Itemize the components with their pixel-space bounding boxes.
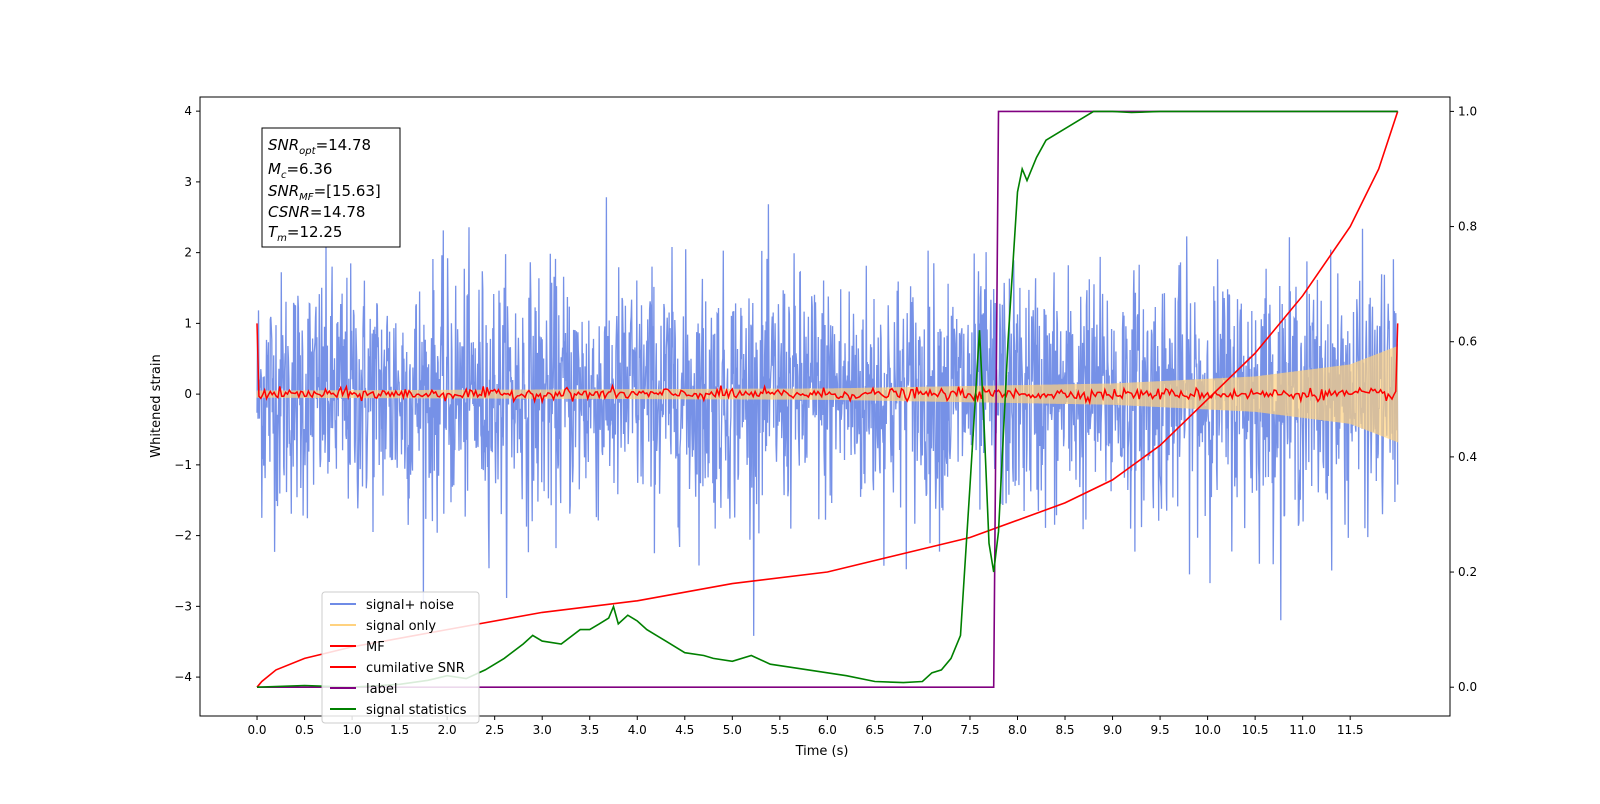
y-axis-label: Whitened strain [149, 354, 164, 457]
legend-label-signal-statistics: signal statistics [366, 703, 467, 718]
x-tick-label: 3.0 [533, 723, 552, 737]
y-right-tick-label: 1.0 [1458, 104, 1477, 118]
x-tick-label: 3.5 [580, 723, 599, 737]
info-csnr: CSNR=14.78 [268, 203, 365, 221]
x-tick-label: 0.5 [295, 723, 314, 737]
x-axis: 0.0 0.5 1.0 1.5 2.0 2.5 3.0 3.5 4.0 4.5 5.0 5.5 6.0 6… [247, 716, 1364, 737]
x-tick-label: 10.0 [1194, 723, 1221, 737]
x-axis-label: Time (s) [795, 744, 849, 759]
axes-frame [199, 96, 1451, 717]
x-tick-label: 1.0 [343, 723, 362, 737]
info-tm: Tm=12.25 [268, 223, 342, 244]
x-tick-label: 2.0 [438, 723, 457, 737]
x-tick-label: 4.5 [675, 723, 694, 737]
y-left-tick-label: 0 [184, 387, 192, 401]
info-snr-opt: SNRopt=14.78 [268, 136, 371, 157]
x-tick-label: 9.0 [1103, 723, 1122, 737]
x-tick-label: 7.5 [960, 723, 979, 737]
y-left-tick-label: −1 [174, 458, 192, 472]
x-tick-label: 11.0 [1289, 723, 1316, 737]
x-tick-label: 10.5 [1242, 723, 1269, 737]
x-tick-label: 5.0 [723, 723, 742, 737]
legend-entries: signal+ noise signal only MF cumilative SNR… [330, 598, 467, 718]
y-right-tick-label: 0.4 [1458, 450, 1477, 464]
y-right-tick-label: 0.2 [1458, 565, 1477, 579]
legend-label-mf: MF [366, 640, 385, 655]
y-left-axis: 4 3 2 1 0 −1 −2 −3 −4 [174, 104, 200, 684]
y-right-tick-label: 0.0 [1458, 680, 1477, 694]
info-snr-mf: SNRMF=[15.63] [268, 182, 381, 203]
series-line-signal-noise [256, 197, 1399, 636]
y-left-tick-label: −3 [174, 599, 192, 613]
legend: signal+ noise signal only MF cumilative SNR… [321, 591, 480, 724]
x-tick-label: 8.0 [1008, 723, 1027, 737]
legend-label-label: label [366, 682, 397, 697]
legend-label-signal-only: signal only [366, 619, 436, 634]
y-left-tick-label: 1 [184, 316, 192, 330]
x-tick-label: 8.5 [1055, 723, 1074, 737]
y-left-tick-label: 3 [184, 175, 192, 189]
info-mc: Mc=6.36 [268, 160, 332, 181]
y-left-tick-label: −4 [174, 670, 192, 684]
x-tick-label: 4.0 [628, 723, 647, 737]
x-tick-label: 11.5 [1337, 723, 1364, 737]
x-tick-label: 2.5 [485, 723, 504, 737]
y-left-tick-label: −2 [174, 529, 192, 543]
x-tick-label: 6.0 [818, 723, 837, 737]
y-right-axis: 1.0 0.8 0.6 0.4 0.2 0.0 [1450, 104, 1477, 694]
y-right-tick-label: 0.6 [1458, 335, 1477, 349]
x-tick-label: 6.5 [865, 723, 884, 737]
y-left-tick-label: 2 [184, 246, 192, 260]
y-right-tick-label: 0.8 [1458, 220, 1477, 234]
y-left-tick-label: 4 [184, 104, 192, 118]
x-tick-label: 1.5 [390, 723, 409, 737]
x-tick-label: 9.5 [1151, 723, 1170, 737]
legend-label-signal-noise: signal+ noise [366, 598, 454, 613]
info-box: SNRopt=14.78 Mc=6.36 SNRMF=[15.63] CSNR=… [261, 127, 401, 248]
x-tick-label: 7.0 [913, 723, 932, 737]
series-line-signal-only [256, 346, 1399, 443]
series-line-mf [256, 323, 1399, 406]
series-line-signal-statistics [256, 110, 1398, 689]
x-tick-label: 5.5 [770, 723, 789, 737]
x-tick-label: 0.0 [247, 723, 266, 737]
legend-label-cumilative-snr: cumilative SNR [366, 661, 465, 676]
